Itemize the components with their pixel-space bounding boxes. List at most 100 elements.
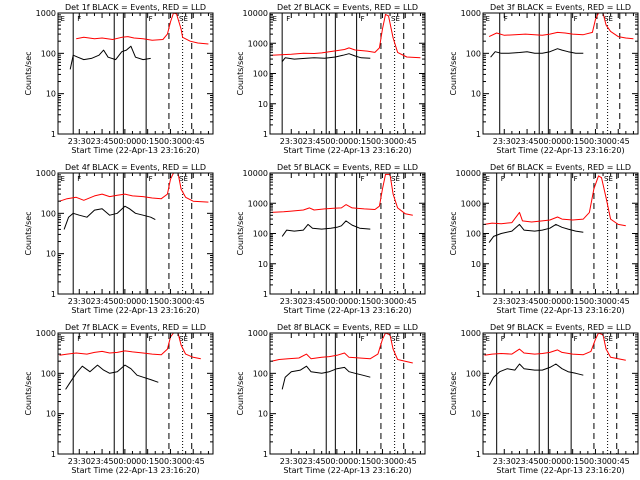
x-tick-label: 00:15	[136, 297, 159, 306]
event-label: F	[149, 335, 153, 343]
event-label: SE	[604, 15, 613, 23]
x-axis-label: Start Time (22-Apr-13 23:16:20)	[496, 306, 624, 315]
y-tick-label: 100	[41, 49, 56, 58]
series-events-line	[69, 45, 151, 70]
event-label: E	[273, 15, 277, 23]
x-tick-label: 23:30	[68, 137, 91, 146]
event-label: SE	[179, 175, 188, 183]
x-tick-label: 23:30	[493, 297, 516, 306]
y-tick-label: 1000	[36, 9, 56, 18]
y-tick-label: 100	[466, 369, 481, 378]
y-tick-label: 1000	[248, 329, 268, 338]
x-tick-label: 00:30	[159, 137, 182, 146]
event-label: E	[486, 175, 490, 183]
event-label: F	[501, 335, 505, 343]
panel-det-8: Det 8f BLACK = Events, RED = LLD F SE 1 10 10…	[236, 323, 426, 475]
y-tick-label: 1000	[461, 329, 481, 338]
x-tick-label: 00:45	[607, 457, 630, 466]
x-tick-label: 23:45	[303, 297, 326, 306]
panel-title: Det 8f BLACK = Events, RED = LLD	[277, 323, 418, 332]
series-lld-line	[59, 332, 201, 360]
y-tick-label: 100	[466, 49, 481, 58]
x-tick-label: 00:00	[325, 137, 348, 146]
x-tick-label: 00:30	[584, 137, 607, 146]
series-lld-line	[76, 12, 209, 45]
y-tick-label: 10	[46, 410, 56, 419]
x-tick-label: 00:30	[584, 297, 607, 306]
panel-title: Det 2f BLACK = Events, RED = LLD	[277, 3, 418, 12]
x-tick-label: 00:45	[394, 137, 417, 146]
panel-title: Det 3f BLACK = Events, RED = LLD	[490, 3, 631, 12]
x-tick-label: 23:45	[91, 297, 114, 306]
x-tick-label: 23:45	[91, 137, 114, 146]
y-tick-label: 1	[51, 130, 56, 139]
y-axis-label: Counts/sec	[24, 211, 33, 255]
y-tick-label: 1	[263, 450, 268, 459]
x-axis-label: Start Time (22-Apr-13 23:16:20)	[496, 146, 624, 155]
y-tick-label: 100	[253, 369, 268, 378]
x-axis-label: Start Time (22-Apr-13 23:16:20)	[283, 146, 411, 155]
plot-frame	[482, 12, 639, 135]
x-axis-label: Start Time (22-Apr-13 23:16:20)	[283, 306, 411, 315]
x-tick-label: 00:00	[538, 457, 561, 466]
x-tick-label: 00:15	[348, 457, 371, 466]
x-tick-label: 00:45	[607, 137, 630, 146]
series-lld-line	[271, 173, 413, 216]
y-axis-label: Counts/sec	[449, 211, 458, 255]
y-tick-label: 100	[466, 230, 481, 239]
y-axis-label: Counts/sec	[24, 51, 33, 95]
x-tick-label: 00:15	[348, 297, 371, 306]
event-label: E	[61, 175, 65, 183]
y-tick-label: 10	[258, 260, 268, 269]
y-axis-label: Counts/sec	[236, 371, 245, 415]
event-label: E	[61, 15, 65, 23]
x-tick-label: 00:00	[325, 297, 348, 306]
series-lld-line	[488, 12, 634, 40]
x-tick-label: 00:15	[561, 137, 584, 146]
event-label: SE	[391, 175, 400, 183]
y-axis-label: Counts/sec	[449, 371, 458, 415]
event-label: F	[77, 335, 81, 343]
x-axis-label: Start Time (22-Apr-13 23:16:20)	[71, 466, 199, 475]
plot-frame	[57, 172, 214, 295]
event-label: F	[361, 335, 365, 343]
y-tick-label: 100	[41, 369, 56, 378]
y-tick-label: 1	[51, 450, 56, 459]
panel-title: Det 9f BLACK = Events, RED = LLD	[490, 323, 631, 332]
series-events-line	[490, 48, 584, 58]
x-tick-label: 00:45	[182, 137, 205, 146]
y-tick-label: 1000	[248, 199, 268, 208]
x-axis-label: Start Time (22-Apr-13 23:16:20)	[496, 466, 624, 475]
y-tick-label: 100	[253, 230, 268, 239]
x-tick-label: 00:45	[394, 297, 417, 306]
series-lld-line	[484, 175, 626, 227]
plot-frame	[57, 332, 214, 455]
x-tick-label: 00:00	[113, 137, 136, 146]
series-lld-line	[271, 13, 421, 59]
event-label: F	[361, 15, 365, 23]
x-tick-label: 00:30	[159, 457, 182, 466]
event-label: F	[77, 175, 81, 183]
plot-frame	[482, 332, 639, 455]
x-tick-label: 00:45	[394, 457, 417, 466]
x-tick-label: 23:45	[303, 457, 326, 466]
event-label: SE	[179, 15, 188, 23]
x-tick-label: 23:30	[280, 137, 303, 146]
x-tick-label: 23:30	[493, 137, 516, 146]
x-axis-label: Start Time (22-Apr-13 23:16:20)	[71, 146, 199, 155]
x-tick-label: 00:45	[607, 297, 630, 306]
panel-title: Det 7f BLACK = Events, RED = LLD	[65, 323, 206, 332]
panel-det-5: Det 5f BLACK = Events, RED = LLD F SE 1 10 10…	[236, 163, 426, 315]
x-tick-label: 23:30	[280, 297, 303, 306]
x-tick-label: 23:45	[516, 297, 539, 306]
y-axis-label: Counts/sec	[24, 371, 33, 415]
series-events-line	[281, 220, 371, 237]
event-label: F	[574, 15, 578, 23]
x-tick-label: 00:00	[538, 297, 561, 306]
event-label: SE	[604, 335, 613, 343]
